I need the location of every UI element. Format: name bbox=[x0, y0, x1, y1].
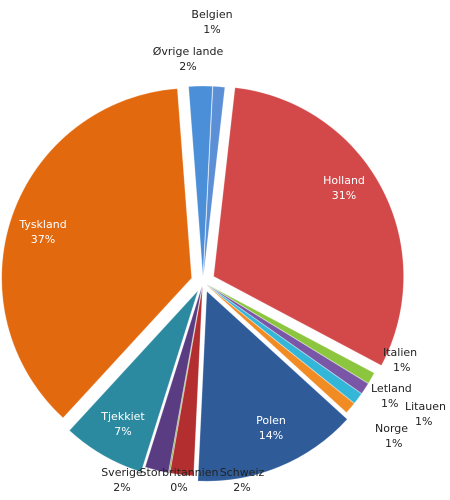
slice-name-polen: Polen bbox=[256, 414, 286, 427]
slice-value-letland: 1% bbox=[381, 397, 398, 410]
slice-name-tyskland: Tyskland bbox=[18, 218, 66, 231]
slice-value-ovrige-lande: 2% bbox=[179, 60, 196, 73]
slice-value-sverige: 2% bbox=[113, 481, 130, 494]
slice-name-italien: Italien bbox=[383, 346, 417, 359]
slice-name-tjekkiet: Tjekkiet bbox=[100, 410, 145, 423]
slice-value-litauen: 1% bbox=[415, 415, 432, 428]
slice-value-belgien: 1% bbox=[203, 23, 220, 36]
slice-name-sverige: Sverige bbox=[101, 466, 143, 479]
pie-slice-tyskland bbox=[1, 88, 193, 419]
slice-value-tjekkiet: 7% bbox=[114, 425, 131, 438]
slice-value-holland: 31% bbox=[332, 189, 356, 202]
pie-slice-polen bbox=[197, 290, 348, 482]
pie-slice-italien bbox=[206, 283, 375, 384]
slice-name-litauen: Litauen bbox=[405, 400, 446, 413]
pie-slice-holland bbox=[213, 87, 404, 367]
pie-slice-ovrige-lande bbox=[188, 85, 213, 277]
slice-value-polen: 14% bbox=[259, 429, 283, 442]
slice-name-belgien: Belgien bbox=[191, 8, 232, 21]
slice-name-ovrige-lande: Øvrige lande bbox=[153, 45, 224, 58]
pie-slice-tjekkiet bbox=[68, 290, 199, 473]
pie-slice-schweiz bbox=[169, 285, 203, 477]
slice-name-holland: Holland bbox=[323, 174, 365, 187]
pie-slice-sverige bbox=[144, 285, 203, 474]
slice-value-schweiz: 2% bbox=[233, 481, 250, 494]
pie-slice-letland bbox=[205, 284, 363, 404]
slice-value-storbritannien: 0% bbox=[170, 481, 187, 494]
pie-slice-litauen bbox=[206, 283, 369, 395]
slice-name-storbritannien: Storbritannien bbox=[140, 466, 219, 479]
pie-slice-norge bbox=[205, 284, 355, 414]
slice-name-letland: Letland bbox=[371, 382, 412, 395]
slice-value-tyskland: 37% bbox=[31, 233, 55, 246]
slice-value-norge: 1% bbox=[385, 437, 402, 450]
slice-name-norge: Norge bbox=[375, 422, 408, 435]
pie-slice-belgien bbox=[203, 85, 226, 277]
slice-value-italien: 1% bbox=[393, 361, 410, 374]
pie-slice-storbritannien bbox=[168, 285, 203, 474]
slice-name-schweiz: Schweiz bbox=[220, 466, 265, 479]
